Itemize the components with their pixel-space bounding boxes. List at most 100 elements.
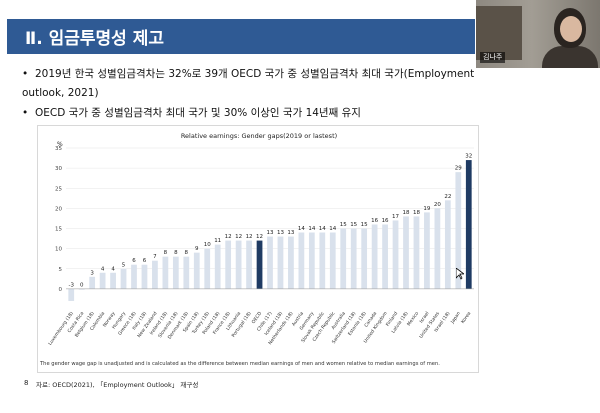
bar bbox=[413, 216, 420, 289]
source-citation: 자료: OECD(2021), 「Employment Outlook」 재구성 bbox=[36, 381, 199, 389]
data-label: 18 bbox=[403, 210, 410, 216]
bullet-text-continued: outlook, 2021) bbox=[22, 87, 99, 99]
bar bbox=[162, 256, 169, 289]
y-tick-label: 30 bbox=[55, 166, 62, 172]
bar bbox=[99, 272, 106, 289]
participant-face bbox=[560, 16, 582, 42]
bar bbox=[455, 172, 462, 289]
y-tick-label: 5 bbox=[59, 267, 63, 273]
data-label: 20 bbox=[434, 202, 441, 208]
data-label: 0 bbox=[80, 282, 84, 288]
data-label: 16 bbox=[382, 218, 389, 224]
data-label: 6 bbox=[132, 258, 136, 264]
y-axis-unit: % bbox=[57, 141, 63, 148]
bar bbox=[403, 216, 409, 289]
data-label: 14 bbox=[308, 226, 315, 232]
data-label: 13 bbox=[267, 230, 274, 236]
title-bar: Ⅱ. 임금투명성 제고 bbox=[7, 19, 475, 54]
chart-title: Relative earnings: Gender gaps(2019 or l… bbox=[181, 132, 337, 140]
bar bbox=[235, 240, 242, 289]
data-label: 12 bbox=[225, 234, 232, 240]
bar bbox=[277, 236, 284, 289]
data-label: 4 bbox=[111, 266, 115, 272]
bar bbox=[288, 236, 294, 289]
bullet-item: • OECD 국가 중 성별임금격차 최대 국가 및 30% 이상인 국가 14… bbox=[22, 104, 472, 124]
page-number: 8 bbox=[24, 379, 29, 387]
data-label: 14 bbox=[298, 226, 305, 232]
data-label: -3 bbox=[68, 282, 74, 288]
y-tick-label: 20 bbox=[55, 206, 62, 212]
bar bbox=[89, 276, 96, 289]
chart-canvas: Relative earnings: Gender gaps(2019 or l… bbox=[47, 132, 474, 347]
data-label: 8 bbox=[164, 250, 168, 256]
data-label: 12 bbox=[256, 234, 263, 240]
bullet-dot: • bbox=[22, 68, 29, 80]
data-label: 17 bbox=[392, 214, 399, 220]
data-label: 8 bbox=[174, 250, 178, 256]
data-label: 5 bbox=[122, 262, 126, 268]
y-tick-label: 35 bbox=[55, 146, 62, 152]
bar bbox=[340, 228, 347, 289]
bar bbox=[110, 272, 116, 289]
data-label: 7 bbox=[153, 254, 157, 260]
chart-footnote: The gender wage gap is unadjusted and is… bbox=[40, 361, 440, 367]
bar bbox=[246, 240, 252, 289]
participant-body bbox=[542, 46, 598, 68]
bar bbox=[141, 264, 148, 289]
category-label: Japan bbox=[449, 311, 462, 326]
data-label: 16 bbox=[371, 218, 378, 224]
webcam-video-tile[interactable]: 김나주 bbox=[476, 0, 600, 68]
bar bbox=[298, 232, 305, 289]
bar bbox=[434, 208, 441, 289]
y-tick-label: 0 bbox=[59, 287, 63, 293]
data-label: 18 bbox=[413, 210, 420, 216]
bar bbox=[131, 264, 137, 289]
bar bbox=[465, 160, 472, 289]
y-tick-label: 25 bbox=[55, 186, 62, 192]
bar bbox=[382, 224, 388, 289]
bar bbox=[68, 288, 75, 301]
data-label: 14 bbox=[329, 226, 336, 232]
data-label: 12 bbox=[235, 234, 242, 240]
bar bbox=[444, 200, 451, 289]
bar bbox=[193, 252, 200, 289]
bar bbox=[256, 240, 263, 289]
bullet-text: OECD 국가 중 성별임금격차 최대 국가 및 30% 이상인 국가 14년째… bbox=[35, 107, 361, 119]
bar bbox=[319, 232, 326, 289]
bar bbox=[225, 240, 232, 289]
data-label: 6 bbox=[143, 258, 147, 264]
bar bbox=[172, 256, 179, 289]
gender-gap-chart: Relative earnings: Gender gaps(2019 or l… bbox=[37, 125, 479, 373]
data-label: 19 bbox=[423, 206, 430, 212]
data-label: 11 bbox=[214, 238, 221, 244]
bar bbox=[214, 244, 221, 289]
mouse-cursor-icon bbox=[456, 268, 464, 280]
data-label: 9 bbox=[195, 246, 199, 252]
data-label: 15 bbox=[361, 222, 368, 228]
slide-title: Ⅱ. 임금투명성 제고 bbox=[25, 29, 164, 49]
data-label: 32 bbox=[465, 154, 472, 160]
data-label: 13 bbox=[277, 230, 284, 236]
bar bbox=[371, 224, 378, 289]
data-label: 13 bbox=[287, 230, 294, 236]
bar bbox=[329, 232, 336, 289]
data-label: 12 bbox=[246, 234, 253, 240]
data-label: 15 bbox=[350, 222, 357, 228]
category-label: Mexico bbox=[406, 311, 420, 328]
bar bbox=[152, 260, 158, 289]
data-label: 10 bbox=[204, 242, 211, 248]
bar bbox=[424, 212, 430, 289]
y-tick-label: 10 bbox=[55, 247, 62, 253]
data-label: 29 bbox=[455, 166, 462, 172]
data-label: 4 bbox=[101, 266, 105, 272]
bullet-item: • 2019년 한국 성별임금격차는 32%로 39개 OECD 국가 중 성별… bbox=[22, 65, 475, 105]
data-label: 15 bbox=[340, 222, 347, 228]
bar bbox=[392, 220, 399, 289]
bullet-text: 2019년 한국 성별임금격차는 32%로 39개 OECD 국가 중 성별임금… bbox=[35, 68, 475, 80]
bar bbox=[350, 228, 357, 289]
y-tick-label: 15 bbox=[55, 227, 62, 233]
data-label: 14 bbox=[319, 226, 326, 232]
data-label: 8 bbox=[185, 250, 189, 256]
data-label: 3 bbox=[90, 270, 94, 276]
